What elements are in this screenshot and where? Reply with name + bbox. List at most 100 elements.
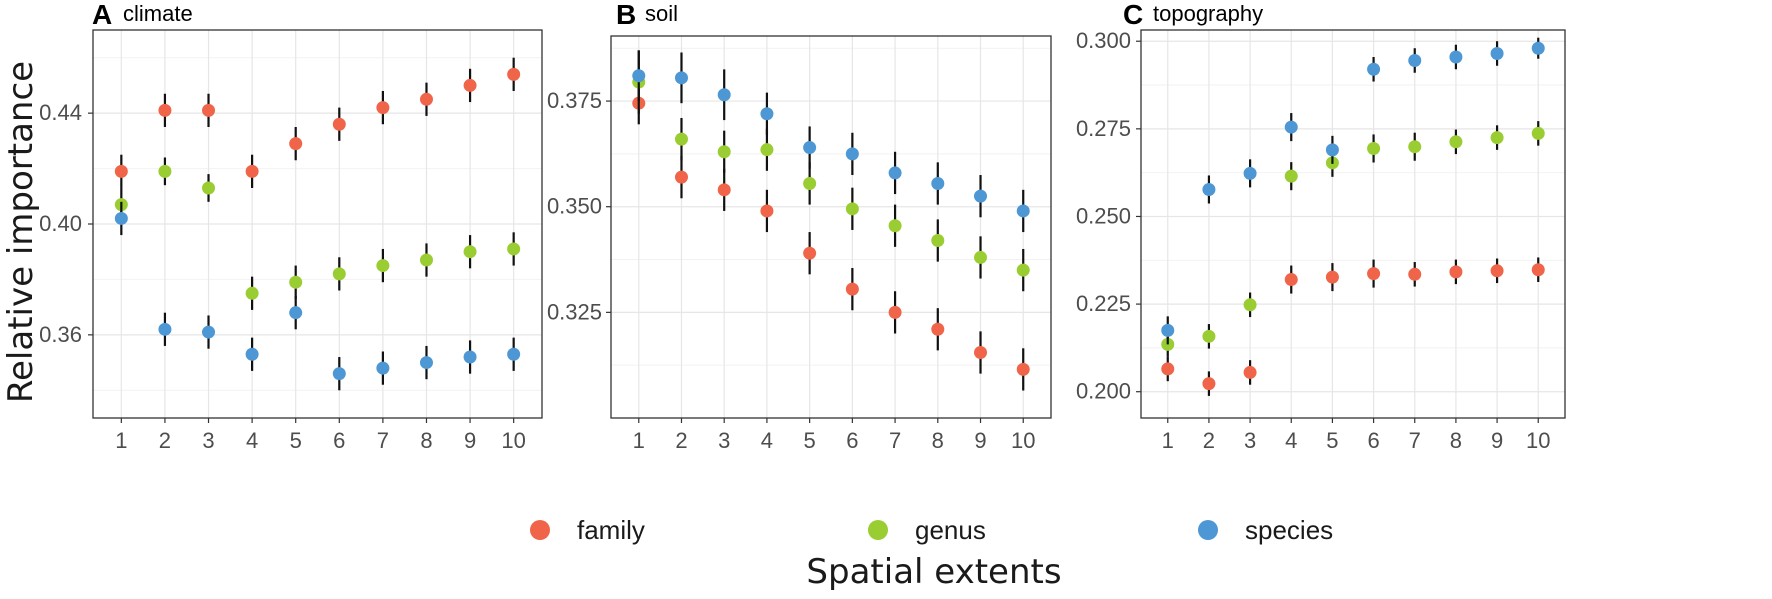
point-family <box>332 117 346 131</box>
point-species <box>803 141 817 155</box>
x-tick-label: 10 <box>1011 428 1035 453</box>
point-genus <box>376 259 390 273</box>
point-genus <box>158 164 172 178</box>
x-tick-label: 1 <box>633 428 645 453</box>
point-species <box>632 69 646 83</box>
point-family <box>717 183 731 197</box>
point-family <box>202 103 216 117</box>
x-tick-label: 6 <box>846 428 858 453</box>
panel-letter: A <box>92 0 112 30</box>
point-family <box>1325 270 1339 284</box>
point-species <box>463 350 477 364</box>
point-family <box>1490 264 1504 278</box>
point-genus <box>1243 298 1257 312</box>
point-species <box>888 166 902 180</box>
x-tick-label: 10 <box>1526 428 1550 453</box>
point-genus <box>507 242 521 256</box>
point-family <box>1161 362 1175 376</box>
point-family <box>1016 362 1030 376</box>
y-tick-label: 0.200 <box>1076 379 1131 404</box>
point-family <box>760 204 774 218</box>
x-tick-label: 5 <box>1326 428 1338 453</box>
point-species <box>289 306 303 320</box>
x-tick-label: 4 <box>761 428 773 453</box>
point-species <box>1243 166 1257 180</box>
point-species <box>202 325 216 339</box>
point-family <box>1284 273 1298 287</box>
point-genus <box>931 234 945 248</box>
point-species <box>114 211 128 225</box>
point-species <box>1408 53 1422 67</box>
x-tick-label: 8 <box>420 428 432 453</box>
y-tick-label: 0.250 <box>1076 203 1131 228</box>
point-family <box>376 101 390 115</box>
panel-title: topography <box>1153 1 1263 26</box>
point-species <box>376 361 390 375</box>
panel-c: 0.200 0.225 0.250 0.275 0.300 1 2 3 4 5 6 7 8 9 10 C top… <box>1076 0 1566 453</box>
legend-item-species: species <box>1198 515 1333 545</box>
point-genus <box>845 202 859 216</box>
y-tick-label: 0.44 <box>39 100 82 125</box>
plot-background <box>611 36 1051 418</box>
y-tick-label: 0.350 <box>547 194 602 219</box>
point-genus <box>1408 140 1422 154</box>
series-species <box>632 50 1030 233</box>
point-species <box>419 356 433 370</box>
point-family <box>114 164 128 178</box>
point-genus <box>717 145 731 159</box>
x-tick-label: 2 <box>159 428 171 453</box>
point-genus <box>1367 141 1381 155</box>
y-axis-title: Relative importance <box>1 61 41 403</box>
x-tick-label: 9 <box>974 428 986 453</box>
point-family <box>931 322 945 336</box>
x-tick-label: 9 <box>464 428 476 453</box>
point-genus <box>419 253 433 267</box>
x-tick-label: 1 <box>115 428 127 453</box>
point-genus <box>289 275 303 289</box>
point-family <box>674 170 688 184</box>
x-tick-label: 9 <box>1491 428 1503 453</box>
point-family <box>245 164 259 178</box>
legend-swatch <box>1198 520 1218 540</box>
point-species <box>1284 120 1298 134</box>
point-species <box>1490 46 1504 60</box>
panel-title: climate <box>123 1 193 26</box>
x-tick-label: 7 <box>1409 428 1421 453</box>
point-species <box>845 147 859 161</box>
series-family <box>114 57 521 188</box>
point-species <box>1161 323 1175 337</box>
legend-swatch <box>868 520 888 540</box>
panel-border <box>1140 29 1566 419</box>
point-species <box>717 88 731 102</box>
point-family <box>419 92 433 106</box>
point-species <box>1325 143 1339 157</box>
y-tick-label: 0.375 <box>547 88 602 113</box>
point-genus <box>1284 169 1298 183</box>
point-family <box>1202 377 1216 391</box>
legend-label: species <box>1245 515 1333 545</box>
legend-swatch <box>530 520 550 540</box>
point-species <box>1449 50 1463 64</box>
point-species <box>1016 204 1030 218</box>
point-genus <box>888 219 902 233</box>
point-genus <box>674 132 688 146</box>
x-tick-label: 6 <box>333 428 345 453</box>
x-tick-label: 6 <box>1367 428 1379 453</box>
panel-a: 0.36 0.40 0.44 1 2 3 4 5 6 7 8 9 10 A climate <box>39 0 543 453</box>
point-genus <box>974 250 988 264</box>
y-tick-label: 0.40 <box>39 211 82 236</box>
panel-title: soil <box>645 1 678 26</box>
series-genus <box>114 157 521 310</box>
x-tick-label: 3 <box>1244 428 1256 453</box>
point-family <box>507 67 521 81</box>
point-genus <box>1016 263 1030 277</box>
point-family <box>845 282 859 296</box>
legend-label: family <box>577 515 645 545</box>
point-genus <box>1449 135 1463 149</box>
x-tick-label: 7 <box>377 428 389 453</box>
series-genus <box>1161 121 1545 357</box>
x-tick-label: 1 <box>1162 428 1174 453</box>
series-family <box>1161 257 1545 396</box>
y-tick-label: 0.36 <box>39 322 82 347</box>
